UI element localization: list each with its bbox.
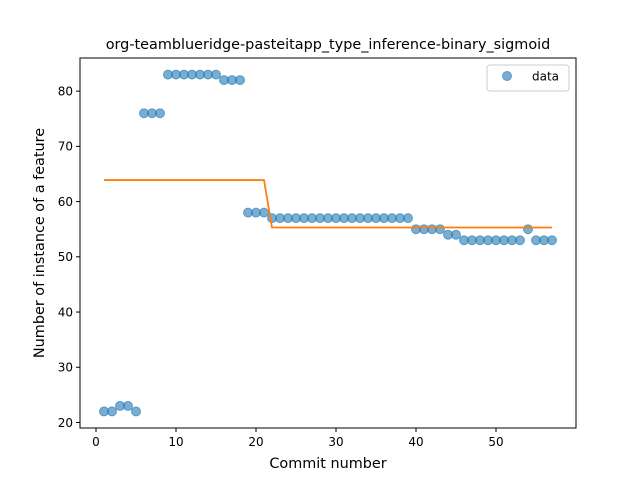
x-tick-label: 0	[92, 435, 100, 449]
legend-marker	[502, 71, 512, 81]
fit-line	[104, 179, 552, 229]
data-point	[211, 69, 221, 80]
y-tick-label: 30	[58, 361, 73, 375]
data-point	[523, 224, 533, 235]
data-point	[235, 75, 245, 86]
data-point	[515, 235, 525, 246]
x-tick-label: 50	[488, 435, 503, 449]
plot-area	[99, 69, 557, 417]
data-point	[435, 224, 445, 235]
y-tick-label: 20	[58, 416, 73, 430]
data-point	[131, 406, 141, 417]
legend: data	[486, 64, 570, 92]
y-tick-label: 60	[58, 195, 73, 209]
x-tick-label: 30	[328, 435, 343, 449]
x-tick-label: 10	[168, 435, 183, 449]
y-axis: 20 30 40 50 60 70 80	[58, 84, 80, 430]
y-tick-label: 80	[58, 84, 73, 98]
y-tick-label: 50	[58, 250, 73, 264]
legend-label: data	[532, 70, 559, 84]
data-point	[155, 108, 165, 119]
x-tick-label: 20	[248, 435, 263, 449]
x-axis-label: Commit number	[269, 456, 386, 472]
x-tick-label: 40	[408, 435, 423, 449]
y-axis-label: Number of instance of a feature	[32, 128, 48, 358]
data-point	[123, 400, 133, 411]
y-tick-label: 40	[58, 305, 73, 319]
x-axis: 0 10 20 30 40 50	[92, 428, 504, 449]
data-point	[107, 406, 117, 417]
data-point	[403, 213, 413, 224]
data-point	[547, 235, 557, 246]
plot-frame	[79, 57, 577, 429]
data-point	[259, 207, 269, 218]
y-tick-label: 70	[58, 140, 73, 154]
chart-title: org-teamblueridge-pasteitapp_type_infere…	[106, 37, 551, 53]
data-point	[451, 229, 461, 240]
